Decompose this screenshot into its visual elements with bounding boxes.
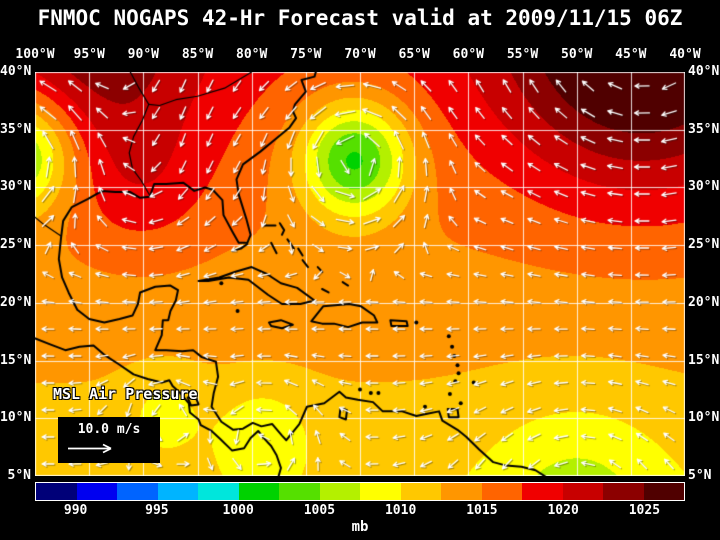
wind-scale-arrow-icon <box>68 443 112 454</box>
colorbar-segment <box>481 483 522 500</box>
colorbar-tick-label: 1020 <box>547 503 579 518</box>
lat-tick-label-right: 35°N <box>688 121 720 137</box>
colorbar-segment <box>360 483 401 500</box>
colorbar-tick-label: 1015 <box>466 503 498 518</box>
lat-tick-label-left: 15°N <box>0 352 32 368</box>
lon-tick-label: 85°W <box>181 47 214 62</box>
map-variable-label: MSL Air Pressure <box>53 385 198 403</box>
lat-tick-label-right: 20°N <box>688 294 720 310</box>
wind-scale-label: 10.0 m/s <box>77 422 141 437</box>
lat-tick-label-left: 10°N <box>0 410 32 426</box>
colorbar-tick-label: 990 <box>63 503 88 518</box>
colorbar-tick-label: 1010 <box>384 503 417 518</box>
colorbar-units-label: mb <box>351 519 369 535</box>
lat-tick-label-right: 5°N <box>688 468 712 483</box>
colorbar-segment <box>441 483 482 500</box>
lon-tick-label: 40°W <box>669 47 701 62</box>
lon-tick-label: 75°W <box>290 47 322 62</box>
colorbar-segment <box>117 483 158 500</box>
colorbar-segment <box>238 483 279 500</box>
lon-tick-label: 55°W <box>506 47 539 62</box>
colorbar-segment <box>198 483 239 500</box>
lat-tick-label-left: 5°N <box>7 468 31 483</box>
lat-tick-label-right: 40°N <box>688 64 720 79</box>
wind-scale-legend: 10.0 m/s <box>58 417 160 463</box>
lat-tick-label-right: 30°N <box>688 179 720 195</box>
colorbar-tick-label: 1000 <box>222 503 254 518</box>
colorbar-segment <box>319 483 360 500</box>
colorbar-segment <box>562 483 603 500</box>
lat-tick-label-right: 15°N <box>688 352 720 368</box>
colorbar-tick-label: 1005 <box>303 503 336 518</box>
lat-tick-label-left: 20°N <box>0 294 32 310</box>
lon-tick-label: 65°W <box>398 47 430 62</box>
colorbar-segment <box>279 483 320 500</box>
colorbar-segment <box>603 483 644 500</box>
colorbar-segment <box>76 483 117 500</box>
lon-tick-label: 100°W <box>15 47 55 62</box>
pressure-map-canvas <box>35 72 685 476</box>
colorbar-segment <box>157 483 198 500</box>
colorbar-tick-label: 1025 <box>628 503 661 518</box>
lat-tick-label-left: 40°N <box>0 64 32 79</box>
colorbar-tick-label: 995 <box>145 503 169 518</box>
lon-tick-label: 60°W <box>452 47 484 62</box>
colorbar-segment <box>522 483 563 500</box>
lon-tick-label: 70°W <box>344 47 376 62</box>
lat-tick-label-right: 10°N <box>688 410 720 426</box>
lon-tick-label: 50°W <box>561 47 593 62</box>
colorbar-segment <box>400 483 441 500</box>
lon-tick-label: 45°W <box>615 47 647 62</box>
lat-tick-label-left: 30°N <box>0 179 32 195</box>
lon-tick-label: 90°W <box>127 47 159 62</box>
lon-tick-label: 80°W <box>236 47 268 62</box>
lat-tick-label-right: 25°N <box>688 237 720 253</box>
page-title: FNMOC NOGAPS 42-Hr Forecast valid at 200… <box>37 6 683 30</box>
colorbar-segment <box>643 483 684 500</box>
lon-tick-label: 95°W <box>73 47 105 62</box>
map-area: MSL Air Pressure 10.0 m/s <box>35 72 685 476</box>
lat-tick-label-left: 25°N <box>0 237 32 253</box>
colorbar <box>35 482 685 501</box>
lat-tick-label-left: 35°N <box>0 121 32 137</box>
colorbar-segment <box>36 483 77 500</box>
